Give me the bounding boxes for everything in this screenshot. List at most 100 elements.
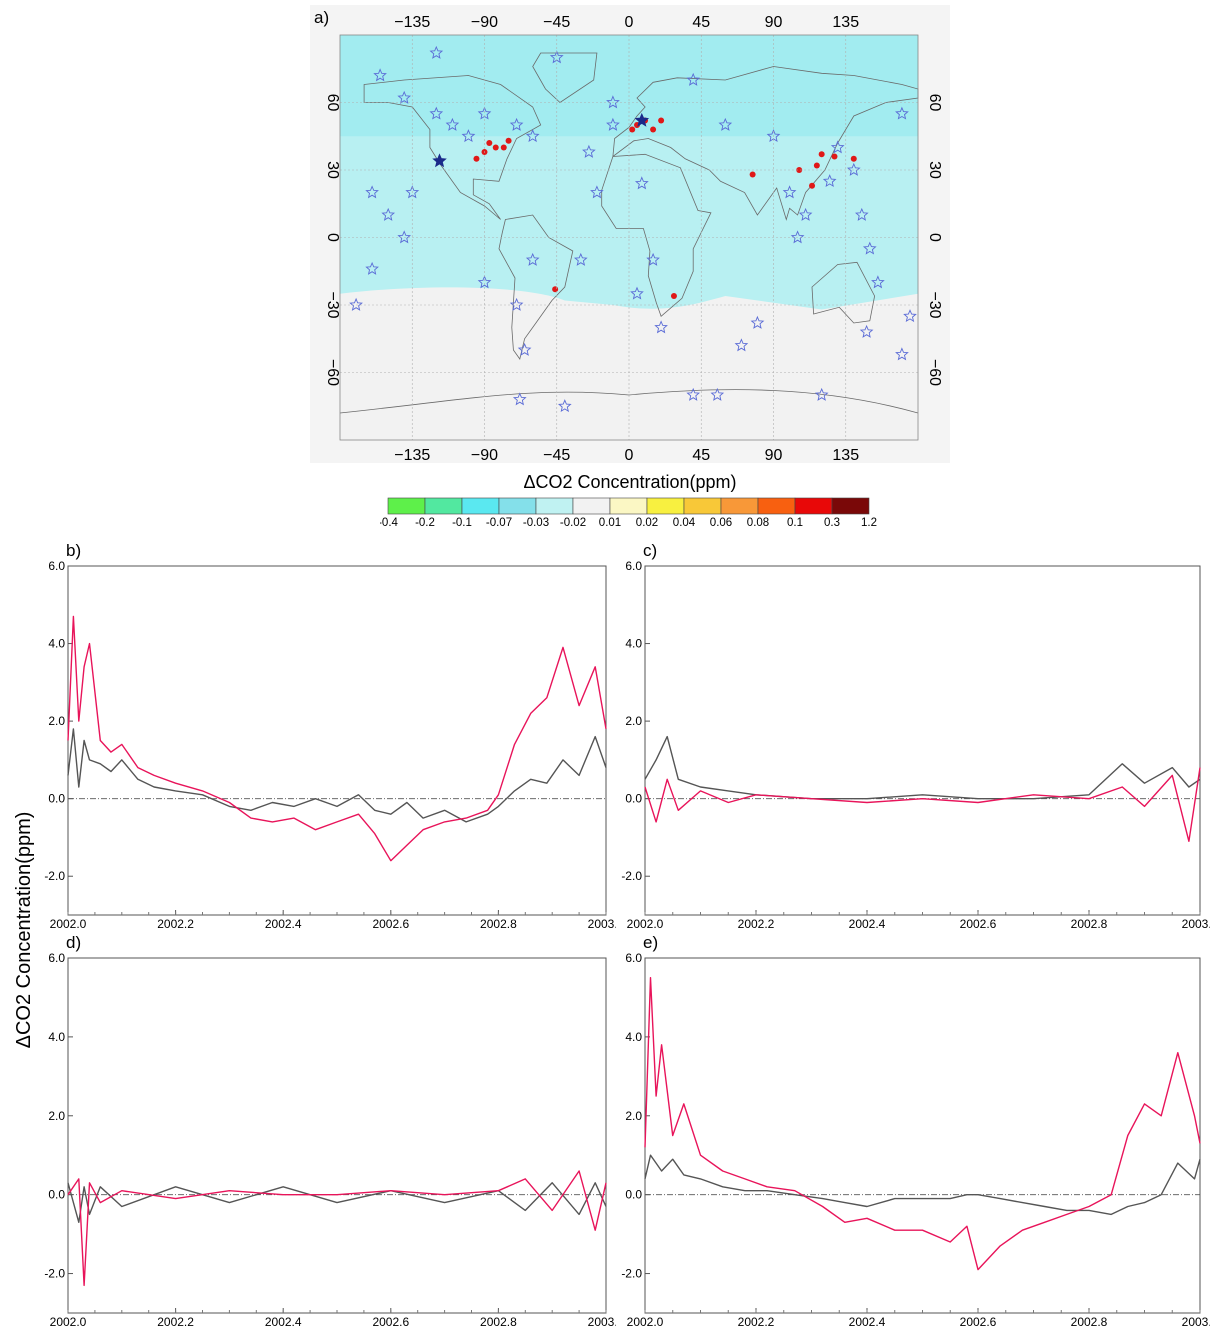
x-tick-label: 2002.2 xyxy=(738,917,775,930)
map-lon-tick-bottom: 90 xyxy=(765,447,783,463)
co2-hotspot xyxy=(486,140,493,146)
time-series-panel-d: d)6.0 4.0 2.0 0.0 -2.0 2002.0 2002.2 2002.4 2002… xyxy=(44,933,616,1328)
station-marker xyxy=(509,117,524,131)
map-lat-tick-left: −30 xyxy=(324,291,341,318)
map-lon-tick-bottom: 0 xyxy=(625,447,634,463)
map-lon-tick-top: −135 xyxy=(394,14,430,31)
y-tick-label: 6.0 xyxy=(48,559,65,573)
co2-hotspot xyxy=(813,162,820,169)
y-tick-label: 0.0 xyxy=(625,792,642,806)
y-tick-label: 4.0 xyxy=(625,637,642,651)
co2-hotspot xyxy=(505,137,512,144)
colorbar-body: -0.4 -0.2 -0.1 -0.07 -0.03 -0.02 0.01 0.02 0.04 0… xyxy=(380,497,877,529)
station-marker xyxy=(557,399,572,413)
y-axis-label: ΔCO2 Concentration(ppm) xyxy=(13,812,35,1049)
map-lat-tick-left: 30 xyxy=(324,161,341,179)
colorbar-swatch xyxy=(794,497,833,515)
co2-hotspot xyxy=(796,167,803,173)
x-tick-label: 2002.8 xyxy=(1071,917,1108,930)
station-marker xyxy=(734,338,749,352)
panel-label: d) xyxy=(66,933,81,952)
time-series-panel-c: c)6.0 4.0 2.0 0.0 -2.0 2002.0 2002.2 2002.4 2002… xyxy=(621,541,1210,930)
station-marker xyxy=(710,387,725,401)
time-series-panel-b: b)6.0 4.0 2.0 0.0 -2.0 2002.0 2002.2 2002.4 2002… xyxy=(44,541,616,930)
y-tick-label: 6.0 xyxy=(625,559,642,573)
colorbar-swatch xyxy=(535,497,574,515)
colorbar: ΔCO2 Concentration(ppm) -0.4 -0.2 -0.1 -0.0… xyxy=(380,472,877,529)
x-tick-label: 2002.0 xyxy=(627,917,664,930)
panel-label: e) xyxy=(643,933,658,952)
colorbar-label: 1.2 xyxy=(861,517,877,529)
station-marker xyxy=(432,153,447,168)
y-tick-label: 0.0 xyxy=(48,1188,65,1202)
station-marker xyxy=(903,309,917,323)
station-marker xyxy=(429,106,444,120)
station-marker xyxy=(606,117,620,131)
station-marker xyxy=(509,297,524,311)
station-marker xyxy=(365,185,379,199)
map-lat-tick-left: −60 xyxy=(324,359,341,386)
plot-frame xyxy=(67,957,607,1314)
map-border xyxy=(339,34,919,441)
y-tick-label: 4.0 xyxy=(48,637,65,651)
map-body: −135 −135 −90 −90 −45 −45 0 0 45 45 90 90 135 135 60 60… xyxy=(324,14,943,463)
colorbar-label: -0.2 xyxy=(415,517,435,529)
co2-hotspot xyxy=(818,151,825,158)
map-lon-tick-top: 45 xyxy=(692,14,710,31)
station-marker xyxy=(814,387,829,401)
co2-hotspot xyxy=(850,155,857,162)
colorbar-label: 0.02 xyxy=(636,517,658,529)
station-marker xyxy=(790,230,805,244)
station-marker xyxy=(634,176,649,190)
y-tick-label: 0.0 xyxy=(48,792,65,806)
x-tick-label: 2002.4 xyxy=(849,917,886,930)
station-marker xyxy=(461,129,476,143)
south-america-coast xyxy=(498,214,574,360)
station-marker xyxy=(365,261,379,275)
station-marker xyxy=(573,252,588,266)
map-lat-tick-right: 60 xyxy=(926,94,943,112)
y-tick-label: 2.0 xyxy=(48,714,65,728)
y-tick-label: 0.0 xyxy=(625,1188,642,1202)
colorbar-label: -0.02 xyxy=(560,517,586,529)
series-line-pink xyxy=(644,767,1201,842)
north-america-coast xyxy=(363,75,542,220)
station-marker xyxy=(634,112,650,127)
x-tick-label: 2002.4 xyxy=(265,917,302,930)
x-tick-label: 2002.4 xyxy=(849,1315,886,1328)
map-lat-tick-right: −30 xyxy=(926,291,943,318)
x-tick-label: 2003.0 xyxy=(1182,1315,1210,1328)
x-tick-label: 2002.8 xyxy=(480,1315,517,1328)
series-line-pink xyxy=(644,977,1201,1271)
map-panel-label: a) xyxy=(314,8,329,27)
y-tick-label: -2.0 xyxy=(621,869,642,883)
y-tick-label: 6.0 xyxy=(48,951,65,965)
colorbar-swatch xyxy=(572,497,611,515)
x-tick-label: 2002.2 xyxy=(157,917,194,930)
x-tick-label: 2002.6 xyxy=(372,1315,409,1328)
map-lon-tick-bottom: 135 xyxy=(832,447,859,463)
station-marker xyxy=(606,95,620,109)
colorbar-label: 0.06 xyxy=(710,517,732,529)
co2-hotspot xyxy=(492,144,499,151)
x-tick-label: 2002.2 xyxy=(157,1315,194,1328)
x-tick-label: 2002.6 xyxy=(960,917,997,930)
y-tick-label: 6.0 xyxy=(625,951,642,965)
co2-world-map: −135 −135 −90 −90 −45 −45 0 0 45 45 90 90 135 135 60 60… xyxy=(310,5,950,463)
station-marker xyxy=(429,45,444,59)
co2-hotspot xyxy=(831,153,838,160)
co2-hotspot xyxy=(629,126,636,133)
co2-hotspot xyxy=(809,182,816,189)
station-marker xyxy=(630,286,644,300)
y-tick-label: 2.0 xyxy=(48,1109,65,1123)
y-tick-label: -2.0 xyxy=(44,869,65,883)
colorbar-swatch xyxy=(461,497,500,515)
co2-hotspot xyxy=(552,286,559,293)
colorbar-label: -0.03 xyxy=(523,517,549,529)
map-lon-tick-top: −90 xyxy=(471,14,498,31)
station-marker xyxy=(750,315,765,329)
map-lat-tick-right: 0 xyxy=(926,233,943,242)
eurasia-coast xyxy=(612,66,919,221)
y-tick-label: -2.0 xyxy=(621,1267,642,1281)
colorbar-label: -0.07 xyxy=(486,517,512,529)
